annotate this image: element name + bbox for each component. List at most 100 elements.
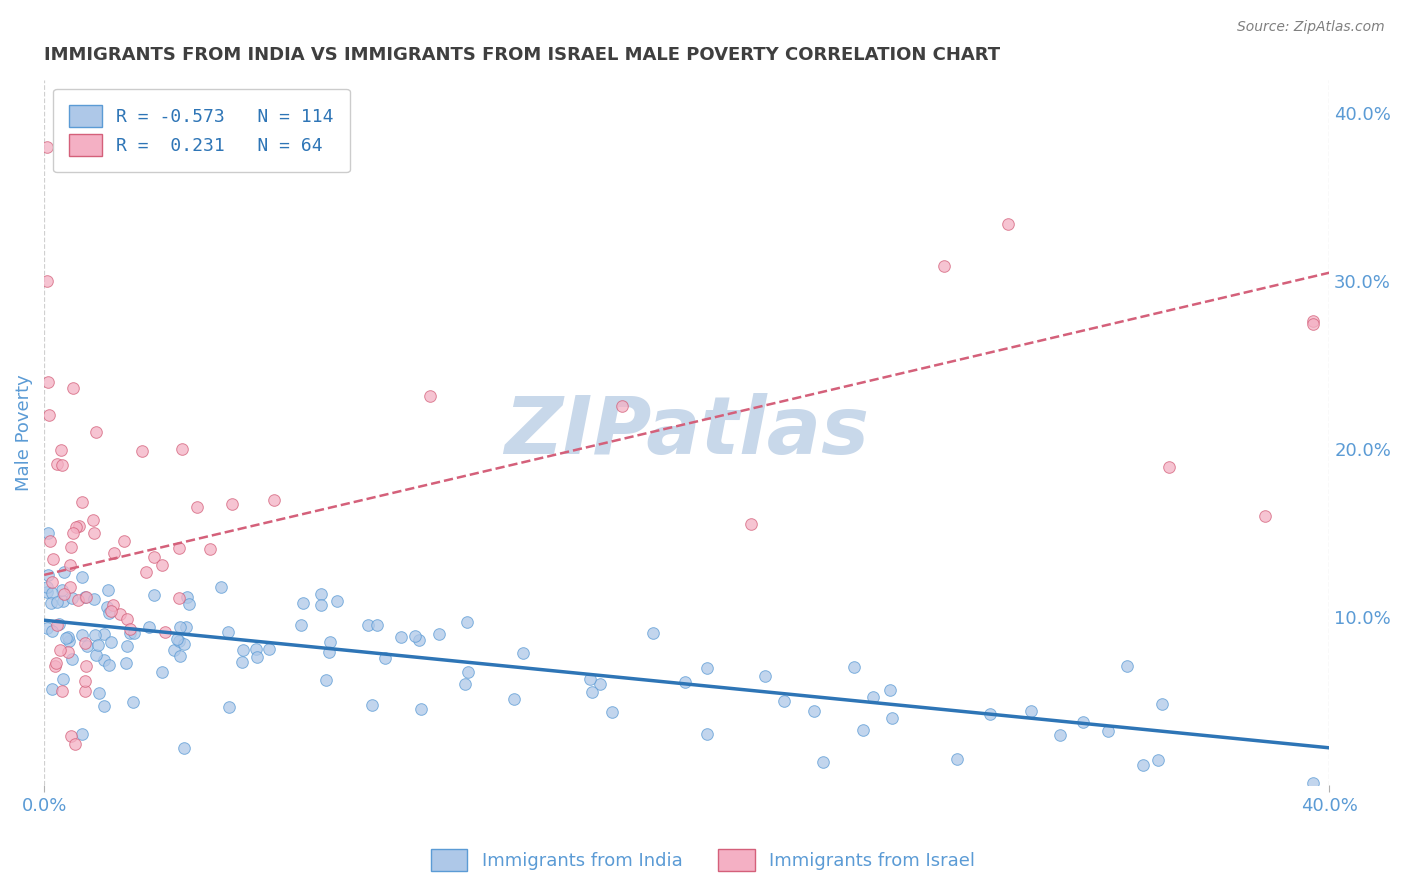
Point — [62, 652, 84, 666]
Point — [41, 586, 63, 600]
Point — [217, 625, 239, 640]
Text: ZIPatlas: ZIPatlas — [505, 393, 869, 471]
Point — [150, 665, 173, 679]
Point — [245, 642, 267, 657]
Point — [97, 583, 120, 598]
Point — [1071, 714, 1094, 729]
Point — [65, 520, 87, 534]
Point — [997, 217, 1019, 231]
Point — [880, 710, 903, 724]
Point — [427, 627, 450, 641]
Point — [357, 617, 380, 632]
Point — [100, 635, 122, 649]
Point — [83, 628, 105, 642]
Point — [37, 526, 59, 541]
Point — [121, 695, 143, 709]
Point — [177, 597, 200, 611]
Point — [45, 656, 67, 670]
Point — [754, 669, 776, 683]
Point — [76, 639, 98, 653]
Legend: Immigrants from India, Immigrants from Israel: Immigrants from India, Immigrants from I… — [423, 842, 983, 879]
Point — [87, 686, 110, 700]
Point — [37, 375, 59, 389]
Point — [120, 626, 142, 640]
Point — [53, 586, 76, 600]
Point — [602, 705, 624, 719]
Point — [83, 526, 105, 541]
Point — [263, 493, 285, 508]
Point — [315, 673, 337, 687]
Legend: R = -0.573   N = 114, R =  0.231   N = 64: R = -0.573 N = 114, R = 0.231 N = 64 — [53, 88, 350, 172]
Point — [1132, 757, 1154, 772]
Point — [169, 541, 191, 556]
Point — [673, 675, 696, 690]
Point — [374, 651, 396, 665]
Point — [143, 550, 166, 565]
Point — [150, 558, 173, 573]
Point — [93, 698, 115, 713]
Point — [75, 659, 97, 673]
Point — [118, 622, 141, 636]
Point — [696, 727, 718, 741]
Point — [62, 526, 84, 541]
Point — [404, 629, 426, 643]
Point — [503, 691, 526, 706]
Point — [512, 646, 534, 660]
Point — [75, 673, 97, 688]
Point — [112, 534, 135, 549]
Point — [1302, 776, 1324, 790]
Point — [163, 642, 186, 657]
Point — [55, 631, 77, 645]
Point — [37, 580, 59, 594]
Point — [98, 657, 121, 672]
Point — [578, 672, 600, 686]
Point — [1302, 317, 1324, 331]
Point — [37, 140, 59, 154]
Point — [169, 591, 191, 605]
Point — [66, 592, 89, 607]
Point — [411, 702, 433, 716]
Point — [879, 683, 901, 698]
Point — [84, 648, 107, 662]
Point — [41, 574, 63, 589]
Point — [67, 518, 90, 533]
Point — [75, 684, 97, 698]
Point — [143, 588, 166, 602]
Point — [1157, 460, 1180, 475]
Point — [174, 620, 197, 634]
Point — [75, 636, 97, 650]
Point — [51, 458, 73, 473]
Point — [862, 690, 884, 705]
Point — [56, 630, 79, 644]
Point — [740, 516, 762, 531]
Point — [70, 570, 93, 584]
Point — [389, 630, 412, 644]
Point — [581, 685, 603, 699]
Point — [96, 599, 118, 614]
Point — [1116, 659, 1139, 673]
Point — [852, 723, 875, 738]
Point — [44, 658, 66, 673]
Point — [1147, 753, 1170, 767]
Point — [37, 585, 59, 599]
Point — [319, 634, 342, 648]
Point — [52, 594, 75, 608]
Point — [643, 626, 665, 640]
Point — [100, 604, 122, 618]
Point — [70, 628, 93, 642]
Point — [612, 399, 634, 413]
Point — [773, 693, 796, 707]
Point — [696, 660, 718, 674]
Point — [41, 682, 63, 697]
Point — [932, 260, 955, 274]
Y-axis label: Male Poverty: Male Poverty — [15, 374, 32, 491]
Point — [589, 677, 612, 691]
Point — [51, 583, 73, 598]
Point — [408, 633, 430, 648]
Point — [326, 594, 349, 608]
Point — [37, 567, 59, 582]
Point — [82, 513, 104, 527]
Point — [52, 672, 75, 686]
Point — [53, 565, 76, 579]
Point — [135, 565, 157, 579]
